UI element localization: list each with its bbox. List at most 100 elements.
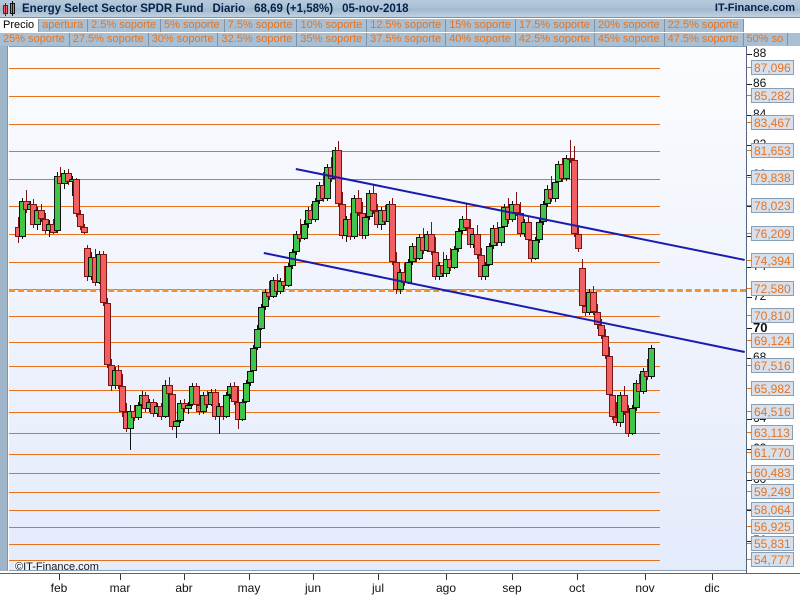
axis-tick: [747, 144, 752, 146]
support-label-tick: [747, 471, 752, 473]
support-price-label[interactable]: 74,394: [747, 253, 794, 269]
date-tick: [712, 574, 713, 580]
legend-cell-r2-3[interactable]: 32.5% soporte: [218, 33, 298, 46]
candle-body: [72, 179, 80, 215]
legend-cell-r1-10[interactable]: 22.5% soporte: [664, 19, 744, 32]
date-tick-label: feb: [50, 581, 68, 595]
date-tick: [59, 574, 60, 580]
candle-body: [574, 234, 582, 250]
support-price-label[interactable]: 78,023: [747, 197, 794, 213]
candle-body: [169, 393, 177, 428]
support-price-label[interactable]: 59,249: [747, 483, 794, 499]
candle-body: [362, 217, 370, 236]
axis-tick: [747, 175, 752, 177]
support-price-label[interactable]: 65,982: [747, 381, 794, 397]
support-price-label[interactable]: 70,810: [747, 307, 794, 323]
date-tick: [512, 574, 513, 580]
candle-body: [277, 281, 285, 292]
legend-cell-r1-5[interactable]: 10% soporte: [297, 19, 368, 32]
legend-cell-r2-6[interactable]: 40% soporte: [446, 33, 516, 46]
support-label-tick: [747, 177, 752, 179]
support-price-label[interactable]: 58,064: [747, 501, 794, 517]
candle-body: [648, 348, 656, 378]
support-label-tick: [747, 388, 752, 390]
candle-body: [539, 203, 547, 222]
candle-body: [192, 386, 200, 405]
support-line: [9, 433, 660, 435]
support-price-label[interactable]: 69,124: [747, 333, 794, 349]
legend-cell-r2-1[interactable]: 27.5% soporte: [69, 33, 149, 46]
legend-cell-r1-7[interactable]: 15% soporte: [446, 19, 516, 32]
support-price-label[interactable]: 63,113: [747, 424, 793, 440]
support-line: [9, 316, 660, 318]
legend-cell-r2-7[interactable]: 42.5% soporte: [515, 33, 595, 46]
candle-body: [211, 392, 219, 417]
legend-cell-r1-6[interactable]: 12.5% soporte: [367, 19, 447, 32]
legend-cell-r1-3[interactable]: 5% soporte: [161, 19, 225, 32]
candle-body: [428, 234, 436, 253]
axis-tick: [747, 205, 752, 207]
axis-tick: [747, 449, 752, 451]
support-line: [9, 206, 660, 208]
price-axis[interactable]: 888684828078767472706866646260585687,096…: [746, 46, 800, 573]
axis-tick: [747, 297, 752, 299]
support-price-label[interactable]: 87,096: [747, 59, 794, 75]
candle-wick: [299, 218, 301, 242]
support-price-label[interactable]: 76,209: [747, 225, 794, 241]
support-price-label[interactable]: 56,925: [747, 519, 794, 534]
legend-cell-r2-10[interactable]: 50% so: [743, 33, 789, 46]
legend-cell-r2-0[interactable]: 25% soporte: [0, 33, 70, 46]
candle-body: [404, 261, 412, 283]
support-price-label[interactable]: 85,282: [747, 87, 794, 103]
candle-body: [354, 197, 362, 213]
legend-cell-r2-2[interactable]: 30% soporte: [148, 33, 219, 46]
title-text: Energy Select Sector SPDR Fund Diario 68,6…: [22, 3, 418, 15]
legend-cell-r2-8[interactable]: 45% soporte: [594, 33, 665, 46]
support-price-label[interactable]: 83,467: [747, 115, 794, 131]
legend-cell-r1-8[interactable]: 17.5% soporte: [515, 19, 595, 32]
candle-body: [76, 214, 84, 227]
support-label-tick: [747, 149, 752, 151]
candle-body: [126, 410, 134, 429]
support-label-tick: [747, 314, 752, 316]
legend-cell-r1-9[interactable]: 20% soporte: [594, 19, 665, 32]
support-price-label[interactable]: 79,838: [747, 170, 794, 186]
candle-body: [566, 158, 574, 161]
support-price-label[interactable]: 55,831: [747, 535, 794, 551]
support-price-label[interactable]: 64,516: [747, 403, 794, 419]
date-axis: feb mar abr may jun jul ago sep oct nov dic: [0, 573, 800, 600]
date-tick-label: dic: [704, 581, 720, 595]
axis-tick: [747, 327, 752, 329]
candle-body: [462, 218, 470, 229]
candle-body: [485, 246, 493, 265]
support-price-label[interactable]: 60,483: [747, 464, 794, 480]
price-plot[interactable]: ©IT-Finance.com: [9, 46, 746, 571]
support-line: [9, 366, 660, 368]
legend-cell-r2-9[interactable]: 47.5% soporte: [664, 33, 744, 46]
support-price-label[interactable]: 54,777: [747, 551, 794, 567]
legend-cell-r1-4[interactable]: 7.5% soporte: [224, 19, 298, 32]
support-price-label[interactable]: 72,580: [747, 280, 794, 296]
candle-body: [99, 253, 107, 303]
candle-body: [389, 203, 397, 262]
legend-cell-r1-2[interactable]: 2.5% soporte: [88, 19, 161, 32]
support-line: [9, 492, 660, 494]
legend-cell-r2-4[interactable]: 35% soporte: [297, 33, 368, 46]
legend-cell-r1-0[interactable]: Precio: [0, 19, 40, 32]
candle-body: [536, 222, 544, 241]
support-price-label[interactable]: 61,770: [747, 445, 794, 461]
support-label-tick: [747, 431, 752, 433]
legend-empty-cell: [743, 19, 800, 32]
support-label-tick: [747, 204, 752, 206]
support-line: [9, 261, 660, 263]
legend-cell-r2-5[interactable]: 37.5% soporte: [367, 33, 447, 46]
support-price-label[interactable]: 81,653: [747, 142, 794, 158]
candle-body: [119, 386, 127, 413]
legend-cell-r1-1[interactable]: apertura: [39, 19, 89, 32]
support-price-label[interactable]: 67,516: [747, 357, 794, 373]
plot-wrapper: ©IT-Finance.com: [0, 46, 800, 573]
candle-wick: [29, 200, 31, 224]
support-label-tick: [747, 364, 752, 366]
candle-body: [350, 197, 358, 238]
date-tick-label: jul: [371, 581, 385, 595]
